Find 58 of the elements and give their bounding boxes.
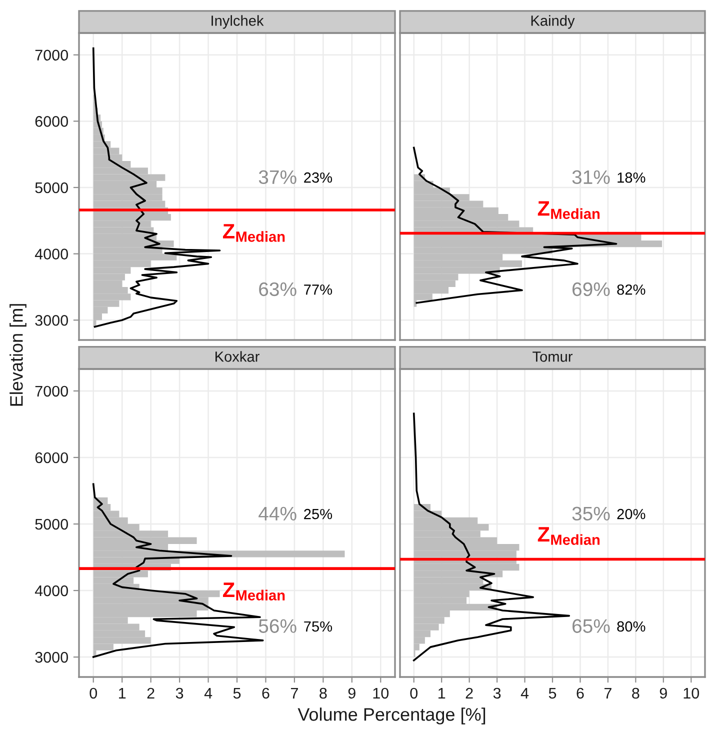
- chart-title: Inylchek: [212, 15, 264, 29]
- x-tick-label: 5: [233, 688, 241, 699]
- x-axis-title: Volume Percentage [%]: [298, 708, 486, 724]
- x-tick-label: 2: [147, 688, 154, 698]
- x-tick-label: 7: [604, 688, 612, 698]
- chart-title: Kaindy: [531, 15, 575, 29]
- annotation: 75%: [304, 621, 332, 632]
- annotation: 44%: [258, 506, 296, 520]
- y-tick-label: 4000: [34, 585, 68, 596]
- x-tick-label: 6: [262, 688, 270, 699]
- x-tick-label: 10: [684, 688, 700, 699]
- x-tick-label: 0: [410, 688, 418, 699]
- y-tick-label: 5000: [35, 182, 68, 194]
- ref-line-label: Z$_{Median}$: [538, 201, 600, 220]
- x-tick-label: 3: [493, 688, 501, 699]
- x-tick-label: 1: [438, 688, 446, 698]
- annotation: 23%: [304, 172, 332, 183]
- annotation: 20%: [617, 508, 646, 520]
- x-tick-label: 8: [632, 688, 640, 699]
- x-tick-label: 9: [348, 688, 356, 699]
- x-tick-label: 5: [548, 688, 556, 699]
- x-tick-label: 7: [290, 688, 298, 698]
- x-tick-label: 3: [176, 688, 184, 699]
- ref-line-label: Z$_{Median}$: [222, 224, 285, 242]
- chart-title: Koxkar: [216, 351, 260, 362]
- annotation: 80%: [617, 621, 646, 632]
- annotation: 25%: [304, 508, 332, 520]
- y-tick-label: 3000: [35, 314, 68, 326]
- chart-title: Tomur: [532, 352, 573, 362]
- y-tick-label: 6000: [35, 452, 68, 464]
- y-tick-label: 5000: [35, 518, 68, 530]
- annotation: 63%: [259, 282, 296, 296]
- y-tick-label: 7000: [35, 50, 68, 61]
- annotation: 82%: [617, 284, 646, 295]
- annotation: 37%: [258, 170, 296, 184]
- x-tick-label: 4: [520, 688, 529, 698]
- annotation: 56%: [258, 619, 296, 633]
- annotation: 31%: [572, 170, 610, 184]
- y-tick-label: 6000: [35, 116, 68, 127]
- ref-line-label: Z$_{Median}$: [222, 582, 285, 600]
- annotation: 35%: [572, 506, 610, 521]
- x-tick-label: 4: [204, 688, 212, 698]
- x-tick-label: 1: [119, 688, 126, 698]
- y-axis-title: Elevation [m]: [10, 304, 26, 406]
- x-tick-label: 10: [373, 688, 389, 699]
- annotation: 18%: [618, 172, 646, 183]
- annotation: 69%: [572, 282, 610, 296]
- annotation: 77%: [304, 284, 332, 295]
- annotation: 65%: [572, 619, 610, 633]
- x-tick-label: 8: [320, 688, 327, 699]
- y-tick-label: 4000: [34, 248, 68, 260]
- y-tick-label: 3000: [35, 652, 68, 663]
- x-tick-label: 2: [466, 688, 473, 698]
- y-tick-label: 7000: [35, 386, 68, 397]
- x-tick-label: 6: [576, 688, 584, 699]
- x-tick-label: 9: [660, 688, 667, 699]
- x-tick-label: 0: [90, 688, 98, 699]
- ref-line-label: Z$_{Median}$: [538, 527, 600, 545]
